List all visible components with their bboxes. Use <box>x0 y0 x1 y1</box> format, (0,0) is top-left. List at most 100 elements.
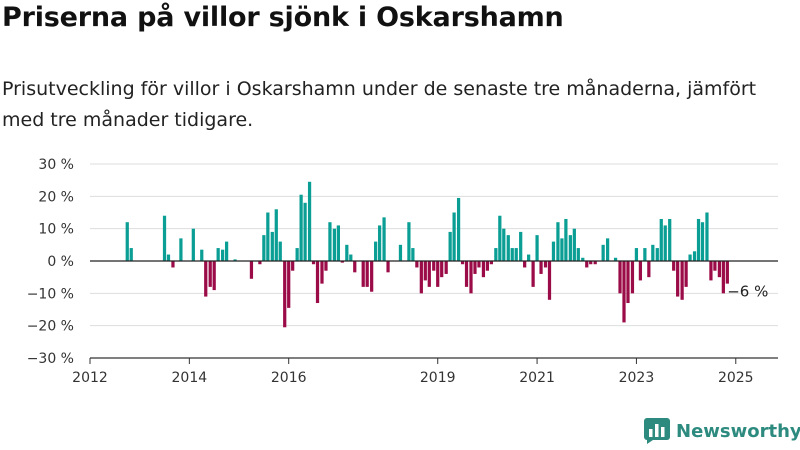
bar <box>655 248 659 261</box>
bar <box>473 261 477 274</box>
bar <box>725 261 729 284</box>
bar <box>407 222 411 261</box>
x-tick-label: 2021 <box>519 370 555 386</box>
y-tick-label: −30 % <box>27 351 74 367</box>
bar <box>638 261 643 281</box>
chart-title: Priserna på villor sjönk i Oskarshamn <box>2 2 564 33</box>
brand: Newsworthy <box>644 418 800 444</box>
bar <box>212 261 216 291</box>
bar <box>440 261 444 278</box>
bar <box>622 261 626 323</box>
chart-subtitle: Prisutveckling för villor i Oskarshamn u… <box>2 78 757 131</box>
bar <box>208 261 212 287</box>
y-tick-label: −10 % <box>27 286 74 302</box>
bar <box>386 261 390 273</box>
bar <box>415 261 419 268</box>
bar <box>311 261 316 265</box>
bar <box>527 254 531 261</box>
bar <box>684 261 688 287</box>
bar <box>531 261 535 287</box>
x-tick-label: 2023 <box>619 370 655 386</box>
bar <box>336 225 340 261</box>
bar <box>581 257 585 261</box>
bar <box>539 261 543 274</box>
bar <box>291 261 295 271</box>
bar <box>696 218 701 261</box>
bar <box>370 261 374 292</box>
bar <box>717 261 721 278</box>
bar <box>320 261 324 284</box>
bar <box>295 248 299 261</box>
bar <box>481 261 486 278</box>
bar <box>423 261 427 281</box>
bar <box>551 241 556 261</box>
bar <box>266 212 270 261</box>
bar <box>328 222 332 261</box>
bar <box>191 228 195 261</box>
bar <box>676 261 680 297</box>
bar <box>270 231 274 261</box>
bar <box>398 244 403 261</box>
bar <box>427 261 431 287</box>
bar <box>556 222 560 261</box>
bars <box>125 181 729 328</box>
x-tick-label: 2014 <box>172 370 208 386</box>
bar <box>274 209 278 261</box>
bar <box>688 254 692 261</box>
bar <box>125 222 129 261</box>
bar <box>162 215 167 261</box>
bar <box>444 261 448 274</box>
bar <box>452 212 456 261</box>
bar <box>514 248 518 261</box>
bar <box>233 259 237 261</box>
bar <box>705 212 709 261</box>
axes: 2012 2014 2016 2019 2021 2023 2025 −6 % <box>72 260 778 386</box>
bar <box>469 261 473 294</box>
y-tick-label: 10 % <box>38 222 74 238</box>
bar <box>216 248 220 261</box>
bar <box>365 261 369 287</box>
bar <box>485 261 490 271</box>
gridlines: 30 % 20 % 10 % 0 % −10 % −20 % −30 % <box>27 157 778 367</box>
bar-chart: 30 %20 %10 %0 %−10 %−20 %−30 % 2012 2014 2… <box>27 157 778 386</box>
bar <box>489 261 493 265</box>
bar <box>299 194 303 261</box>
x-tick-label: 2012 <box>72 370 108 386</box>
bar <box>568 235 572 261</box>
bar <box>506 235 510 261</box>
bar <box>361 261 365 287</box>
bar <box>613 257 618 261</box>
bar <box>634 248 639 261</box>
bar <box>419 261 423 294</box>
bar <box>432 261 436 271</box>
bar <box>560 238 564 261</box>
bar <box>353 261 357 273</box>
bar <box>589 261 593 265</box>
bar <box>411 248 415 261</box>
bar <box>456 197 461 261</box>
bar <box>377 225 382 261</box>
bar <box>543 261 548 268</box>
bar <box>307 181 312 261</box>
bar <box>204 261 208 297</box>
bar <box>283 261 287 328</box>
bar <box>502 228 506 261</box>
bar <box>166 254 171 261</box>
bar <box>494 248 498 261</box>
bar <box>713 261 717 271</box>
bar <box>692 251 697 261</box>
y-tick-label: −20 % <box>27 319 74 335</box>
bar <box>464 261 469 287</box>
bar <box>606 238 610 261</box>
bar <box>510 248 514 261</box>
bar <box>278 241 282 261</box>
bar <box>224 241 229 261</box>
bar <box>179 238 183 261</box>
bar <box>448 231 452 261</box>
bar <box>340 261 344 263</box>
bar <box>345 244 349 261</box>
bar <box>171 261 175 268</box>
bar-chart-logo-icon <box>644 418 670 444</box>
y-tick-label: 30 % <box>38 157 74 173</box>
bar <box>287 261 291 308</box>
